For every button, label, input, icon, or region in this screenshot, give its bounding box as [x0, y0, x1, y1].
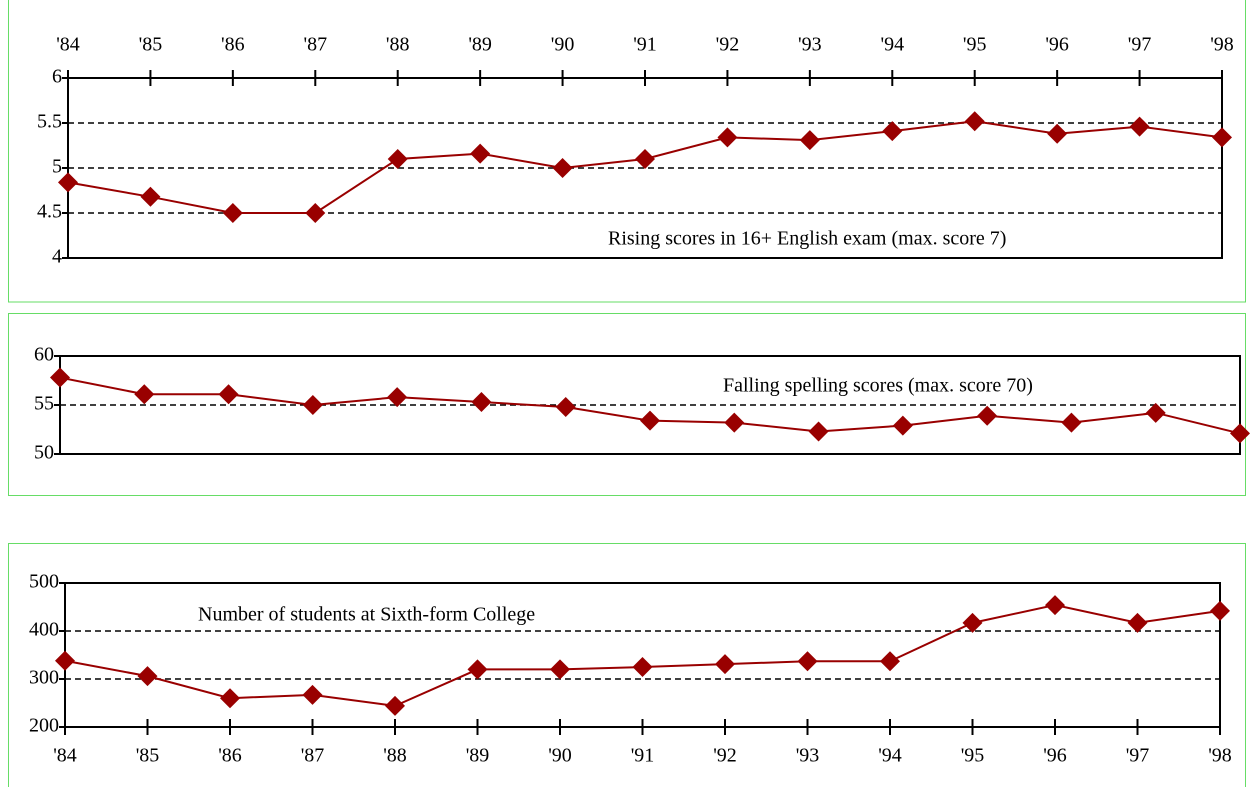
data-point [220, 688, 240, 709]
x-tick-label: '85 [136, 745, 160, 767]
data-point [964, 111, 985, 132]
x-tick-label: '93 [796, 745, 820, 767]
data-point [134, 384, 155, 405]
data-point [137, 666, 158, 687]
data-point [302, 684, 323, 705]
data-point [218, 384, 239, 405]
x-tick-label: '98 [1208, 745, 1232, 767]
x-tick-label: '98 [1210, 34, 1234, 56]
data-point [58, 172, 78, 193]
x-tick-label: '88 [386, 34, 410, 56]
y-tick-label: 6 [52, 66, 62, 88]
annotation: Rising scores in 16+ English exam (max. … [608, 228, 1006, 250]
data-point [387, 149, 408, 169]
panel-frame [8, 543, 1246, 787]
data-point [1230, 423, 1250, 444]
x-tick-label: '87 [301, 745, 325, 767]
x-tick-label: '84 [53, 745, 77, 767]
data-point [550, 659, 570, 680]
plot-frame [59, 355, 1241, 455]
y-tick-label: 5 [52, 156, 62, 178]
data-point [1127, 612, 1148, 633]
y-tick-label: 50 [34, 442, 54, 464]
data-point [1047, 123, 1068, 144]
y-tick-label: 500 [29, 571, 59, 593]
data-point [222, 203, 243, 223]
data-point [880, 651, 900, 672]
x-tick-label: '96 [1045, 34, 1069, 56]
data-point [1045, 595, 1065, 616]
x-tick-label: '91 [631, 745, 655, 767]
data-point [305, 203, 326, 223]
data-point [471, 392, 492, 413]
y-tick-label: 60 [34, 344, 54, 366]
y-tick-label: 55 [34, 393, 54, 415]
data-point [808, 421, 829, 442]
data-point [50, 367, 70, 388]
data-point [302, 395, 323, 415]
data-point [632, 657, 653, 677]
y-tick-label: 200 [29, 715, 59, 737]
annotation: Falling spelling scores (max. score 70) [723, 375, 1033, 397]
data-point [552, 158, 573, 178]
y-tick-label: 300 [29, 667, 59, 689]
panel-frame [8, 313, 1246, 496]
data-point [1129, 116, 1150, 137]
x-tick-label: '90 [548, 745, 572, 767]
x-tick-label: '97 [1128, 34, 1152, 56]
data-point [470, 143, 491, 164]
data-point [962, 612, 983, 633]
x-tick-label: '94 [880, 34, 904, 56]
x-tick-label: '92 [716, 34, 740, 56]
x-tick-label: '90 [551, 34, 575, 56]
data-point [717, 127, 738, 148]
data-point [977, 405, 998, 426]
x-tick-label: '88 [383, 745, 407, 767]
x-tick-label: '95 [963, 34, 987, 56]
x-tick-label: '94 [878, 745, 902, 767]
x-tick-label: '85 [139, 34, 163, 56]
y-tick-label: 400 [29, 619, 59, 641]
y-tick-label: 4.5 [37, 201, 62, 223]
x-tick-label: '95 [961, 745, 985, 767]
x-tick-label: '89 [466, 745, 490, 767]
x-tick-label: '92 [713, 745, 737, 767]
x-tick-label: '87 [303, 34, 327, 56]
x-tick-label: '86 [218, 745, 242, 767]
panel-frame [8, 0, 1246, 303]
data-point [1145, 402, 1166, 423]
data-point [1212, 127, 1232, 148]
y-tick-label: 5.5 [37, 111, 62, 133]
annotation: Number of students at Sixth-form College [198, 604, 535, 626]
x-tick-label: '96 [1043, 745, 1067, 767]
data-point [635, 149, 655, 169]
data-point [555, 396, 576, 417]
data-point [1210, 600, 1230, 621]
x-tick-label: '84 [56, 34, 80, 56]
x-tick-label: '97 [1126, 745, 1150, 767]
data-point [882, 121, 903, 142]
data-point [724, 412, 745, 433]
data-point [1061, 412, 1082, 433]
data-point [385, 695, 405, 716]
x-tick-label: '91 [633, 34, 657, 56]
data-point [892, 415, 913, 436]
x-tick-label: '89 [468, 34, 492, 56]
data-point [799, 130, 820, 151]
data-point [55, 650, 75, 671]
data-point [140, 186, 161, 207]
data-point [715, 654, 735, 675]
x-tick-label: '93 [798, 34, 822, 56]
x-tick-label: '86 [221, 34, 245, 56]
data-point [797, 651, 818, 672]
data-point [387, 387, 408, 408]
y-tick-label: 4 [52, 246, 62, 268]
data-point [640, 410, 660, 431]
data-point [467, 659, 488, 680]
